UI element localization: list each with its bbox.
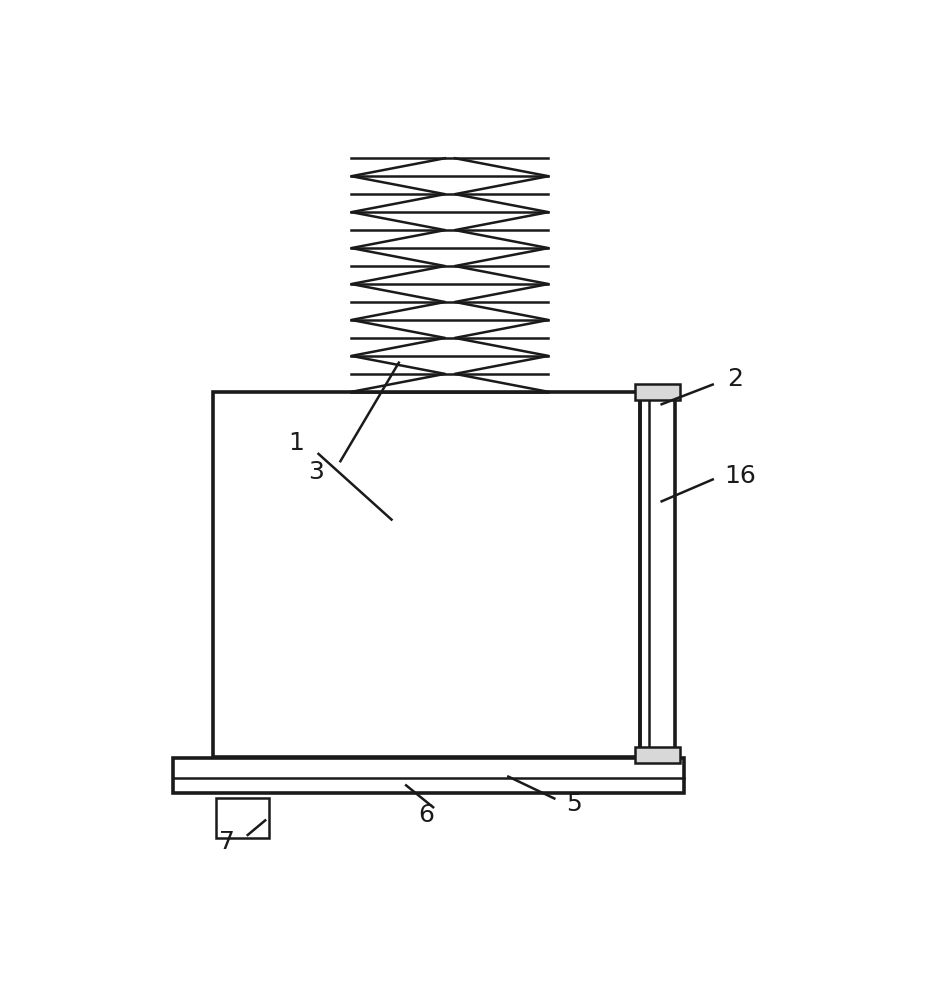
Text: 1: 1 <box>288 431 304 455</box>
Text: 5: 5 <box>566 792 582 816</box>
Bar <box>635 747 680 763</box>
Text: 6: 6 <box>418 803 434 827</box>
Text: 7: 7 <box>219 830 236 854</box>
Text: 3: 3 <box>308 460 324 484</box>
Text: 2: 2 <box>726 367 742 391</box>
Bar <box>217 798 268 838</box>
Bar <box>635 384 680 400</box>
Bar <box>213 392 640 757</box>
Text: 16: 16 <box>723 464 755 488</box>
Bar <box>172 758 684 793</box>
